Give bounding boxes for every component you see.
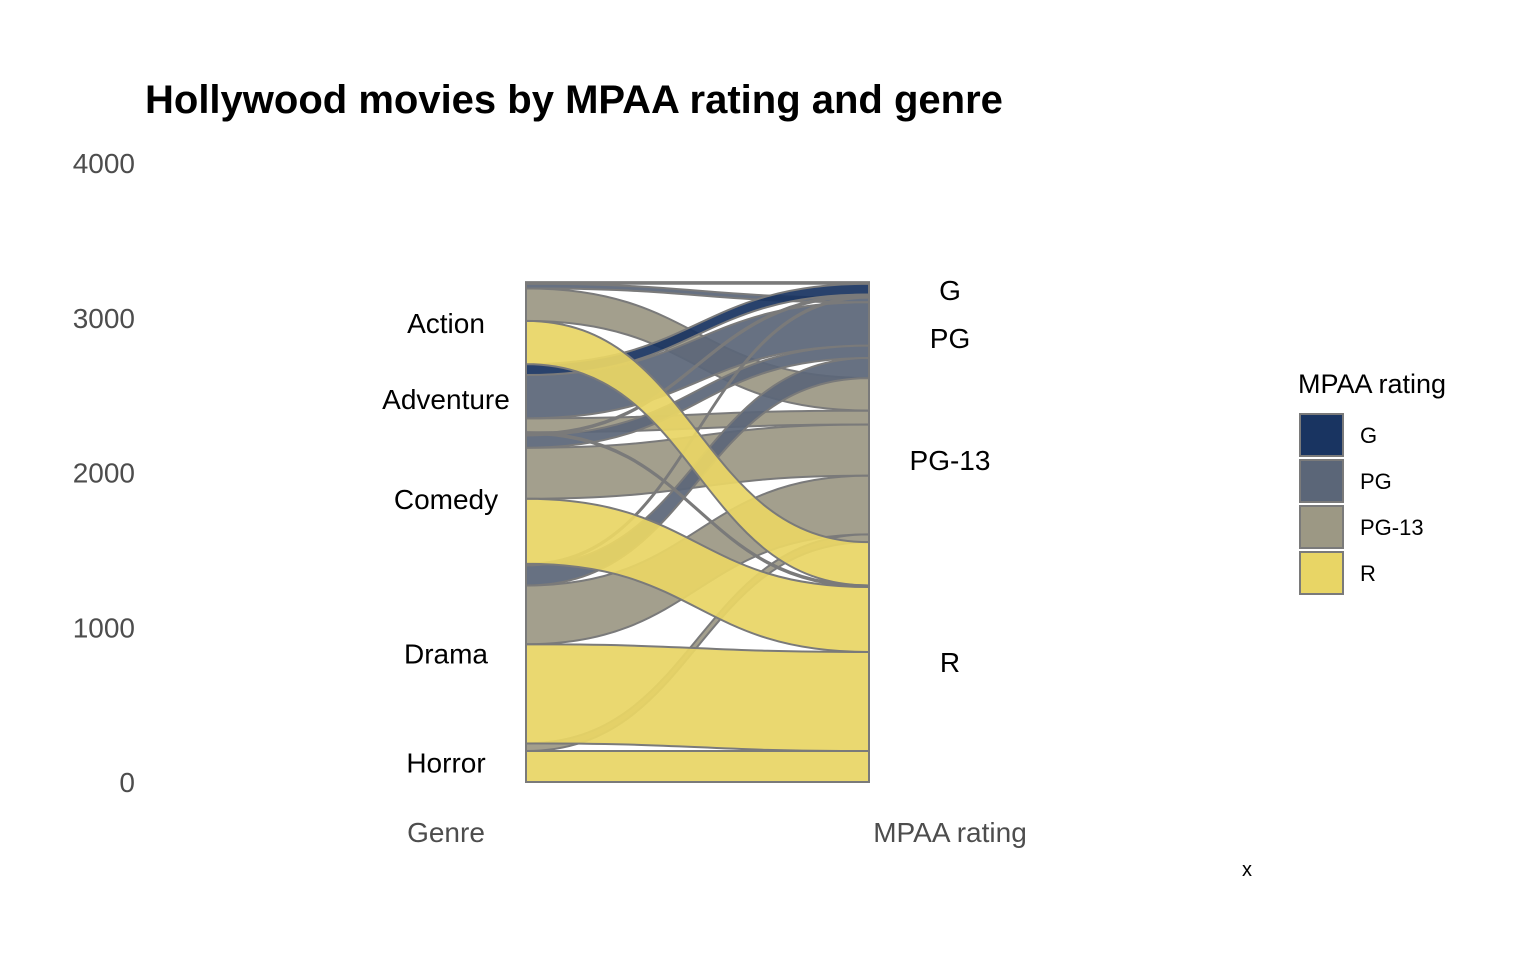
legend-label: PG — [1360, 469, 1392, 494]
stratum-label-genre: Horror — [406, 748, 485, 779]
stratum-label-genre: Action — [407, 308, 485, 339]
stratum-label-rating: PG — [930, 323, 970, 354]
y-axis-ticks: 0 1000 2000 3000 4000 — [73, 148, 135, 798]
stratum-label-rating: R — [940, 647, 960, 678]
flow-action-g — [525, 281, 870, 285]
y-tick-label: 4000 — [73, 148, 135, 179]
stratum-label-genre: Drama — [404, 639, 488, 670]
stratum-label-rating: G — [939, 275, 961, 306]
y-tick-label: 2000 — [73, 458, 135, 489]
legend-title: MPAA rating — [1298, 369, 1446, 399]
legend-swatch — [1299, 459, 1344, 503]
legend-label: R — [1360, 561, 1376, 586]
stratum-label-rating: PG-13 — [910, 445, 991, 476]
x-axis-label-genre: Genre — [407, 817, 485, 848]
y-tick-label: 1000 — [73, 612, 135, 643]
legend: MPAA rating G PG PG-13 R — [1298, 369, 1446, 595]
y-tick-label: 0 — [119, 767, 135, 798]
x-axis-label-mpaa-rating: MPAA rating — [873, 817, 1027, 848]
legend-swatch — [1299, 551, 1344, 595]
legend-label: G — [1360, 423, 1377, 448]
flow-drama-r — [525, 643, 870, 753]
stratum-label-genre: Comedy — [394, 484, 498, 515]
legend-swatch — [1299, 505, 1344, 549]
stratum-label-genre: Adventure — [382, 384, 510, 415]
flow-horror-r — [525, 750, 870, 784]
x-axis-title: x — [1242, 859, 1252, 881]
legend-items: G PG PG-13 R — [1299, 413, 1424, 595]
legend-label: PG-13 — [1360, 515, 1424, 540]
y-tick-label: 3000 — [73, 303, 135, 334]
legend-swatch — [1299, 413, 1344, 457]
chart-title: Hollywood movies by MPAA rating and genr… — [145, 78, 1003, 122]
stratum-labels: Horror Drama Comedy Adventure Action R PG-13 PG… — [382, 275, 990, 779]
alluvial-flows — [525, 281, 870, 784]
